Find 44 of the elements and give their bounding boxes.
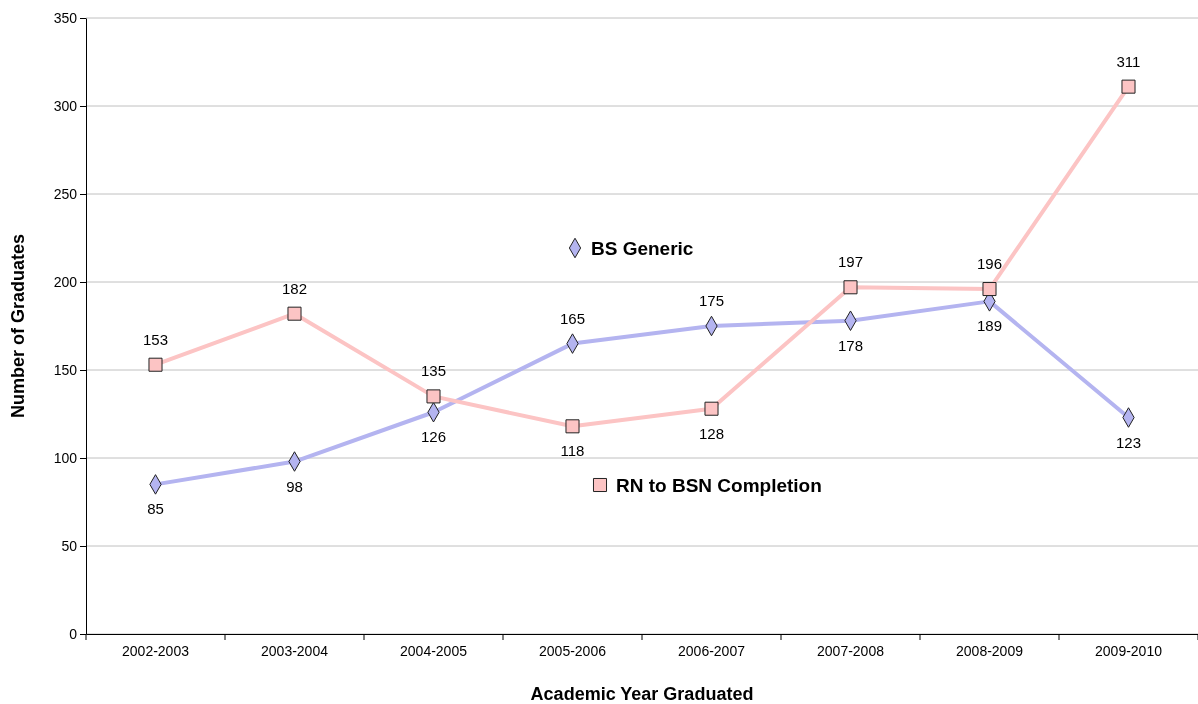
point xyxy=(982,282,997,297)
data-label: 311 xyxy=(1116,52,1141,70)
data-label: 128 xyxy=(698,424,725,442)
y-tick-label: 50 xyxy=(61,537,78,554)
y-tick-label: 200 xyxy=(53,273,78,290)
data-label: 196 xyxy=(976,255,1003,273)
point xyxy=(287,306,302,321)
y-axis-title: Number of Graduates xyxy=(8,233,28,419)
point xyxy=(843,280,858,295)
x-tick-label: 2009-2010 xyxy=(1095,642,1163,659)
data-label: 178 xyxy=(837,336,864,354)
data-label: 175 xyxy=(698,292,725,309)
x-tick-label: 2003-2004 xyxy=(261,642,329,659)
data-label: 85 xyxy=(147,500,164,518)
y-tick-label: 250 xyxy=(53,185,78,202)
x-tick-label: 2005-2006 xyxy=(539,642,607,659)
x-tick-label: 2006-2007 xyxy=(678,642,746,659)
data-label: 126 xyxy=(420,428,447,446)
y-tick-label: 150 xyxy=(53,361,78,378)
point xyxy=(426,389,441,404)
data-label: 197 xyxy=(837,253,864,271)
y-tick-label: 300 xyxy=(53,97,78,114)
y-tick-label: 0 xyxy=(69,625,78,642)
data-label: 153 xyxy=(142,330,169,348)
point xyxy=(148,357,163,372)
x-tick-label: 2004-2005 xyxy=(400,642,468,659)
data-label: 118 xyxy=(560,442,585,460)
point xyxy=(565,419,580,434)
data-label: 165 xyxy=(559,309,586,327)
point xyxy=(704,401,719,416)
y-tick-label: 350 xyxy=(53,9,78,26)
data-label: 135 xyxy=(420,362,447,380)
x-tick-label: 2008-2009 xyxy=(956,642,1024,659)
x-tick-label: 2002-2003 xyxy=(122,642,190,659)
data-label: 189 xyxy=(976,317,1003,335)
x-tick-label: 2007-2008 xyxy=(817,642,885,659)
legend-label: BS Generic xyxy=(591,238,694,259)
x-axis-title: Academic Year Graduated xyxy=(530,684,754,704)
data-label: 98 xyxy=(286,477,303,495)
legend-label: RN to BSN Completion xyxy=(616,475,822,496)
data-label: 123 xyxy=(1115,433,1142,451)
y-tick-label: 100 xyxy=(53,449,78,466)
data-label: 182 xyxy=(281,279,308,297)
point xyxy=(1121,79,1136,94)
